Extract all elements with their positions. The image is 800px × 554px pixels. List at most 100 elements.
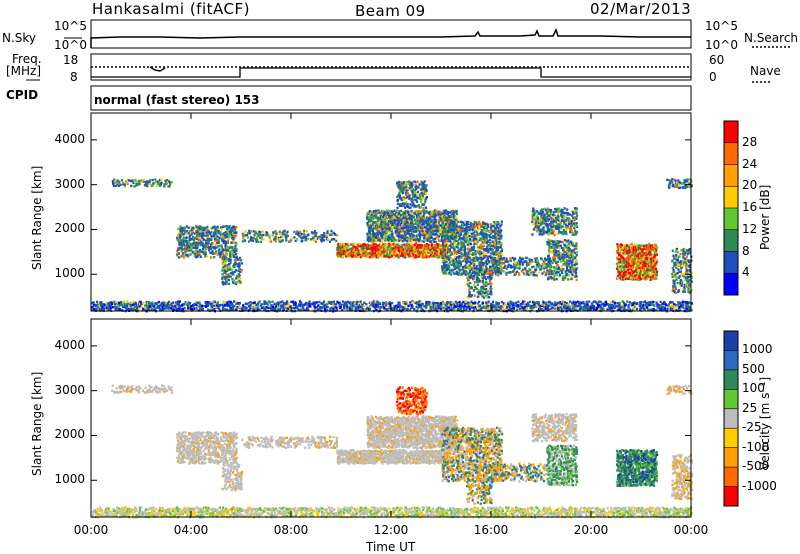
data-cell: [306, 307, 309, 310]
data-cell: [487, 300, 490, 303]
data-cell: [500, 220, 503, 223]
data-cell: [368, 231, 371, 234]
data-cell: [110, 304, 113, 307]
data-cell: [546, 306, 550, 310]
data-cell: [623, 301, 626, 305]
nsky-label: N.Sky: [2, 31, 37, 45]
data-cell: [191, 243, 194, 246]
data-cell: [323, 300, 326, 303]
data-cell: [356, 305, 359, 308]
data-cell: [368, 237, 371, 241]
data-cell: [214, 226, 217, 229]
data-cell: [370, 210, 373, 214]
data-cell: [396, 202, 400, 205]
data-cell: [391, 243, 394, 246]
data-cell: [180, 233, 184, 236]
data-cell: [396, 183, 399, 186]
data-cell: [397, 236, 400, 239]
data-cell: [458, 261, 461, 264]
data-cell: [543, 304, 546, 307]
data-cell: [249, 307, 252, 310]
data-cell: [415, 305, 418, 309]
data-cell: [381, 305, 384, 308]
data-cell: [144, 184, 147, 187]
data-cell: [411, 248, 414, 252]
data-cell: [117, 182, 121, 185]
data-cell: [271, 307, 275, 311]
data-cell: [224, 259, 227, 263]
data-cell: [445, 218, 448, 221]
data-cell: [495, 221, 498, 224]
data-cell: [475, 238, 478, 241]
data-cell: [457, 231, 460, 234]
data-cell: [385, 218, 389, 221]
data-cell: [257, 230, 261, 233]
data-cell: [432, 224, 435, 228]
data-cell: [465, 226, 468, 230]
data-cell: [546, 304, 549, 307]
data-cell: [186, 246, 189, 249]
data-cell: [407, 210, 410, 213]
data-cell: [451, 242, 454, 245]
data-cell: [563, 301, 567, 304]
data-cell: [661, 309, 664, 312]
data-cell: [380, 232, 383, 235]
data-cell: [445, 270, 448, 274]
data-cell: [179, 243, 182, 247]
data-cell: [191, 235, 195, 239]
data-cell: [230, 245, 233, 249]
data-cell: [425, 221, 428, 224]
data-cell: [397, 214, 401, 217]
data-cell: [383, 230, 386, 233]
data-cell: [224, 282, 227, 285]
data-cell: [433, 246, 436, 249]
data-cell: [576, 300, 579, 303]
data-cell: [109, 306, 112, 310]
data-cell: [377, 251, 380, 254]
data-cell: [416, 209, 419, 213]
data-cell: [650, 308, 653, 312]
data-cell: [410, 251, 413, 254]
data-cell: [173, 308, 176, 311]
data-cell: [390, 255, 393, 258]
data-cell: [393, 209, 396, 212]
data-cell: [197, 250, 200, 253]
data-cell: [240, 262, 243, 265]
data-cell: [401, 220, 404, 223]
data-cell: [211, 226, 214, 229]
data-cell: [212, 246, 215, 249]
data-cell: [442, 250, 445, 253]
data-cell: [312, 231, 316, 234]
data-cell: [185, 232, 188, 236]
data-cell: [176, 303, 179, 306]
data-cell: [479, 227, 482, 230]
data-cell: [405, 231, 408, 234]
data-cell: [337, 253, 340, 256]
cpid-label: CPID: [6, 88, 39, 102]
data-cell: [478, 306, 481, 310]
data-cell: [190, 247, 193, 250]
data-cell: [491, 249, 494, 252]
data-cell: [430, 212, 433, 215]
data-cell: [423, 256, 426, 259]
data-cell: [586, 307, 590, 310]
data-cell: [429, 248, 432, 251]
data-cell: [479, 265, 482, 268]
data-cell: [492, 224, 495, 227]
data-cell: [228, 228, 231, 231]
data-cell: [423, 236, 426, 239]
data-cell: [570, 305, 573, 309]
data-cell: [396, 209, 399, 212]
data-cell: [424, 249, 427, 252]
data-cell: [490, 224, 493, 228]
data-cell: [500, 248, 503, 251]
data-cell: [653, 303, 656, 307]
data-cell: [641, 304, 644, 307]
data-cell: [244, 306, 247, 309]
data-cell: [412, 222, 415, 226]
data-cell: [188, 302, 192, 305]
data-cell: [425, 239, 428, 242]
data-cell: [231, 254, 234, 258]
data-cell: [111, 302, 114, 305]
data-cell: [401, 251, 404, 255]
